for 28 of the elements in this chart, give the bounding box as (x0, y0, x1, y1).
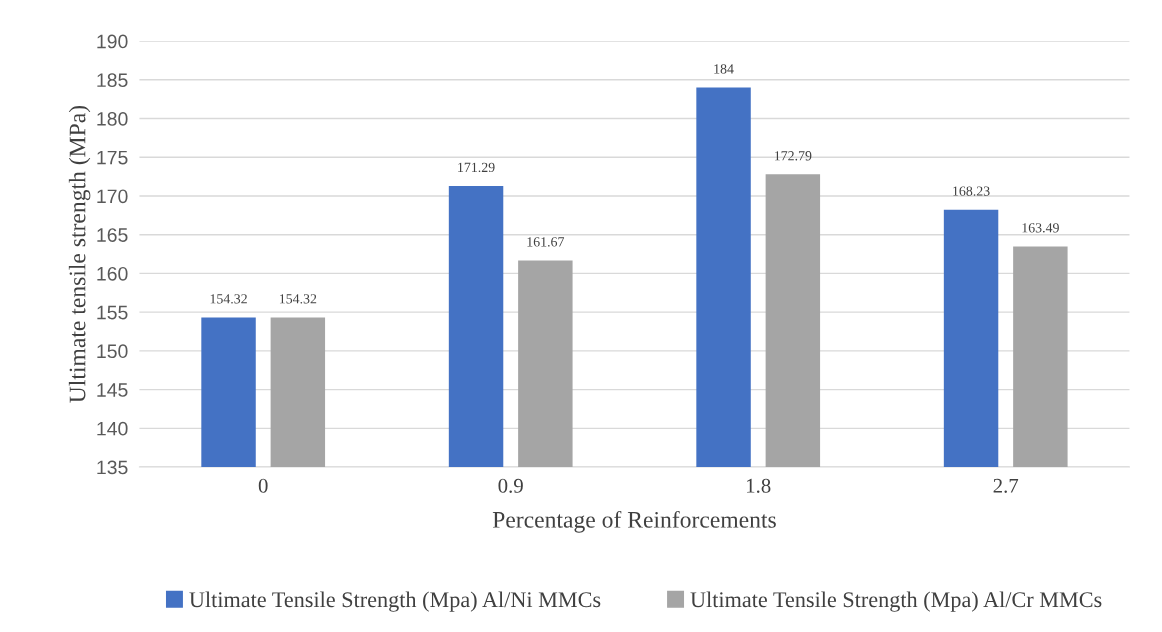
x-axis-title: Percentage of Reinforcements (492, 510, 776, 533)
x-tick-label: 1.8 (747, 478, 771, 493)
y-tick-label: 145 (97, 383, 128, 397)
y-tick-label: 155 (97, 305, 128, 320)
data-label: 161.67 (527, 237, 565, 247)
y-tick-label: 185 (97, 73, 128, 88)
y-tick-label: 190 (97, 34, 128, 49)
data-label: 172.79 (774, 151, 812, 161)
y-axis-title: Ultimate tensile strength (MPa) (68, 105, 91, 403)
y-tick-label: 160 (97, 266, 128, 281)
legend-label: Ultimate Tensile Strength (Mpa) Al/Ni MMCs (189, 591, 601, 612)
y-tick-label: 135 (97, 460, 128, 475)
y-tick-label: 165 (97, 228, 128, 242)
data-label: 171.29 (458, 162, 495, 173)
x-tick-label: 0.9 (498, 478, 523, 493)
data-label: 184 (714, 64, 734, 74)
y-tick-label: 140 (97, 421, 128, 436)
data-label: 168.23 (953, 186, 990, 196)
y-tick-label: 180 (97, 112, 128, 126)
data-label: 163.49 (1022, 223, 1059, 233)
data-label: 154.32 (279, 294, 317, 304)
y-tick-label: 175 (97, 150, 128, 165)
x-tick-label: 0 (258, 478, 268, 493)
x-tick-label: 2.7 (993, 478, 1019, 493)
y-tick-label: 170 (97, 189, 128, 204)
y-tick-label: 150 (97, 344, 128, 359)
data-label: 154.32 (210, 294, 247, 304)
legend-label: Ultimate Tensile Strength (Mpa) Al/Cr MMCs (690, 591, 1102, 612)
